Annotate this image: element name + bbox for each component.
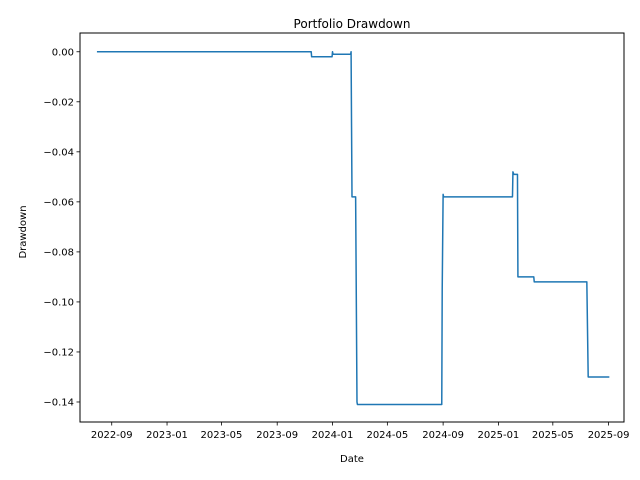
x-tick-label: 2023-01 (146, 430, 188, 441)
x-tick-label: 2022-09 (91, 430, 133, 441)
y-tick-label: −0.14 (43, 397, 74, 408)
drawdown-series-line (96, 51, 610, 406)
plot-frame (79, 32, 625, 423)
x-tick-label: 2025-09 (588, 430, 630, 441)
x-axis: 2022-09 2023-01 2023-05 2023-09 2024-01 2024-… (91, 422, 630, 441)
y-tick-label: 0.00 (52, 47, 74, 58)
y-tick-label: −0.12 (43, 347, 74, 358)
y-tick-label: −0.04 (43, 147, 74, 158)
x-tick-label: 2023-09 (256, 430, 298, 441)
series-layer (96, 51, 610, 406)
y-axis: 0.00 −0.02 −0.04 −0.06 −0.08 −0.10 −0.12 −0.14 (43, 47, 80, 408)
x-tick-label: 2025-01 (478, 430, 520, 441)
y-tick-label: −0.06 (43, 197, 74, 208)
chart-title: Portfolio Drawdown (294, 17, 411, 31)
x-tick-label: 2024-05 (366, 430, 408, 441)
x-tick-label: 2025-05 (532, 430, 574, 441)
x-tick-label: 2023-05 (201, 430, 243, 441)
x-tick-label: 2024-09 (422, 430, 464, 441)
x-tick-label: 2024-01 (312, 430, 354, 441)
y-tick-label: −0.08 (43, 247, 74, 258)
y-tick-label: −0.02 (43, 97, 74, 108)
x-axis-label: Date (340, 454, 364, 465)
y-tick-label: −0.10 (43, 297, 74, 308)
y-axis-label: Drawdown (18, 205, 29, 258)
